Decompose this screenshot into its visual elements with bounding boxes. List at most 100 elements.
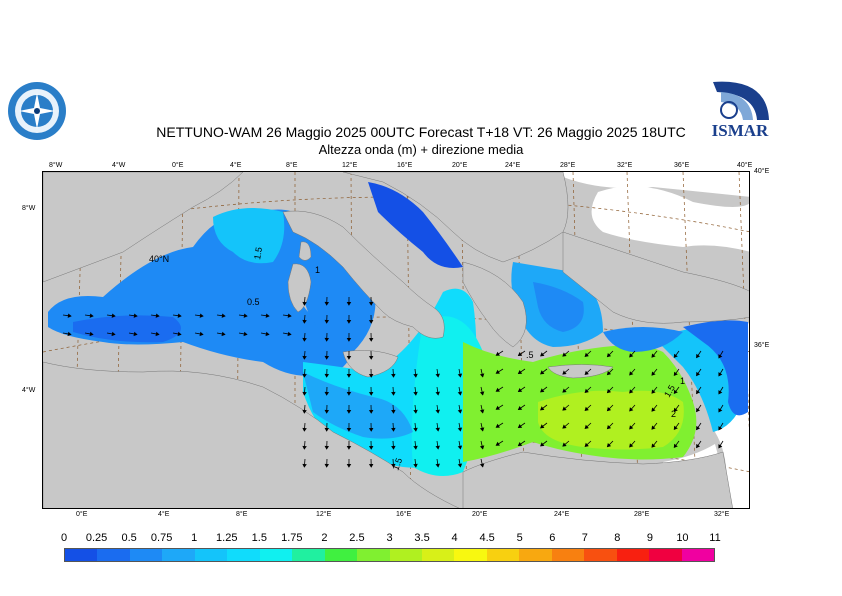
direction-arrowhead xyxy=(435,427,440,432)
direction-arrowhead xyxy=(243,331,248,337)
legend-labels: 0 0.25 0.5 0.75 1 1.25 1.5 1.75 2 2.5 3 3.5 4 4.5 5 6 7 8… xyxy=(0,532,842,546)
contour-label-7: 1.5 xyxy=(390,457,404,472)
direction-arrowhead xyxy=(718,390,723,395)
legend-swatch-11 xyxy=(421,549,455,561)
contour-label-4: .5 xyxy=(526,350,534,360)
direction-arrowhead xyxy=(479,445,485,450)
direction-arrowhead xyxy=(540,424,545,429)
legend-label-10: 3 xyxy=(386,532,393,544)
direction-arrowhead xyxy=(221,331,226,337)
north-africa xyxy=(43,361,460,508)
direction-arrowhead xyxy=(606,389,612,394)
legend-label-15: 6 xyxy=(549,532,556,544)
direction-arrowhead xyxy=(287,331,292,337)
direction-arrowhead xyxy=(629,407,634,412)
contour-label-1: 1.5 xyxy=(252,246,264,260)
direction-arrowhead xyxy=(651,443,656,448)
direction-arrowhead xyxy=(391,427,396,432)
bottom-tick-8: 32°E xyxy=(714,511,730,518)
direction-arrowhead xyxy=(718,426,723,431)
sicily xyxy=(342,350,399,378)
contour-label-3: 0.5 xyxy=(247,297,260,307)
direction-arrowhead xyxy=(346,302,352,306)
bottom-tick-2: 8°E xyxy=(236,511,248,518)
direction-arrowhead xyxy=(111,331,116,337)
legend-label-19: 10 xyxy=(676,532,689,544)
map-canvas: 1.5 1 0.5 .5 1.5 2 1.5 1 40°N xyxy=(43,172,749,508)
direction-arrowhead xyxy=(517,352,523,357)
direction-arrowhead xyxy=(324,445,330,450)
legend-label-0: 0 xyxy=(60,532,68,544)
direction-arrowhead xyxy=(302,445,307,450)
top-tick-12: 40°E xyxy=(737,162,753,169)
legend-label-8: 2 xyxy=(321,532,328,544)
direction-arrowhead xyxy=(324,463,330,468)
contour-label-8: 1 xyxy=(680,376,685,386)
direction-arrowhead xyxy=(368,409,374,414)
direction-arrowhead xyxy=(302,337,307,342)
direction-arrowhead xyxy=(368,337,374,342)
ligurian-sea xyxy=(213,208,285,264)
contour-label-6: 2 xyxy=(671,409,676,419)
legend-swatch-18 xyxy=(649,549,682,561)
direction-arrowhead xyxy=(391,445,396,450)
top-tick-0: 8°W xyxy=(49,162,63,169)
legend-swatch-8 xyxy=(324,549,358,561)
direction-arrowhead xyxy=(562,424,567,429)
direction-arrowhead xyxy=(368,445,374,450)
direction-arrowhead xyxy=(651,353,656,358)
legend-label-18: 9 xyxy=(646,532,653,544)
top-tick-5: 12°E xyxy=(342,162,358,169)
direction-arrowhead xyxy=(89,331,94,337)
balkans xyxy=(342,172,569,263)
legend-swatch-0 xyxy=(65,549,98,561)
direction-arrowhead xyxy=(584,370,589,375)
top-tick-9: 28°E xyxy=(560,162,576,169)
direction-arrowhead xyxy=(517,388,523,393)
left-tick-2: 4°W xyxy=(22,387,36,394)
legend-swatch-5 xyxy=(227,549,260,561)
legend-label-13: 4.5 xyxy=(479,532,495,544)
direction-arrowhead xyxy=(346,446,352,450)
balearic xyxy=(73,315,181,343)
direction-arrowhead xyxy=(479,427,485,432)
direction-arrowhead xyxy=(457,409,463,414)
right-tick-2: 36°E xyxy=(754,342,770,349)
libya-egypt xyxy=(462,451,733,508)
direction-arrowhead xyxy=(324,409,330,414)
direction-arrowhead xyxy=(324,337,330,342)
mean-wave-direction-arrows xyxy=(62,296,724,468)
legend-label-1: 0.25 xyxy=(85,532,108,544)
legend-swatch-9 xyxy=(357,549,390,561)
direction-arrowhead xyxy=(479,373,485,378)
direction-arrowhead xyxy=(346,356,352,360)
direction-arrowhead xyxy=(479,463,485,468)
direction-arrowhead xyxy=(696,425,701,431)
direction-arrowhead xyxy=(517,370,523,375)
direction-arrowhead xyxy=(457,463,463,468)
bottom-tick-5: 20°E xyxy=(472,511,488,518)
legend-swatch-19 xyxy=(681,549,715,561)
direction-arrowhead xyxy=(413,391,418,396)
direction-arrowhead xyxy=(495,387,500,392)
direction-arrowhead xyxy=(133,313,138,318)
direction-arrowhead xyxy=(413,463,418,468)
direction-arrowhead xyxy=(302,409,307,414)
direction-arrowhead xyxy=(540,442,545,447)
bottom-tick-1: 4°E xyxy=(158,511,170,518)
legend-swatch-16 xyxy=(584,549,617,561)
direction-arrowhead xyxy=(673,425,678,431)
direction-arrowhead xyxy=(606,371,612,376)
direction-arrowhead xyxy=(302,373,307,378)
direction-arrowhead xyxy=(584,442,589,447)
direction-arrowhead xyxy=(629,353,634,358)
direction-arrowhead xyxy=(368,427,374,432)
direction-arrowhead xyxy=(324,319,330,324)
ismar-logo: ISMAR xyxy=(707,78,773,142)
direction-arrowhead xyxy=(562,352,567,357)
direction-arrowhead xyxy=(606,407,612,412)
direction-arrowhead xyxy=(457,445,463,450)
top-tick-4: 8°E xyxy=(286,162,298,169)
direction-arrowhead xyxy=(346,338,352,342)
direction-arrowhead xyxy=(346,410,352,414)
